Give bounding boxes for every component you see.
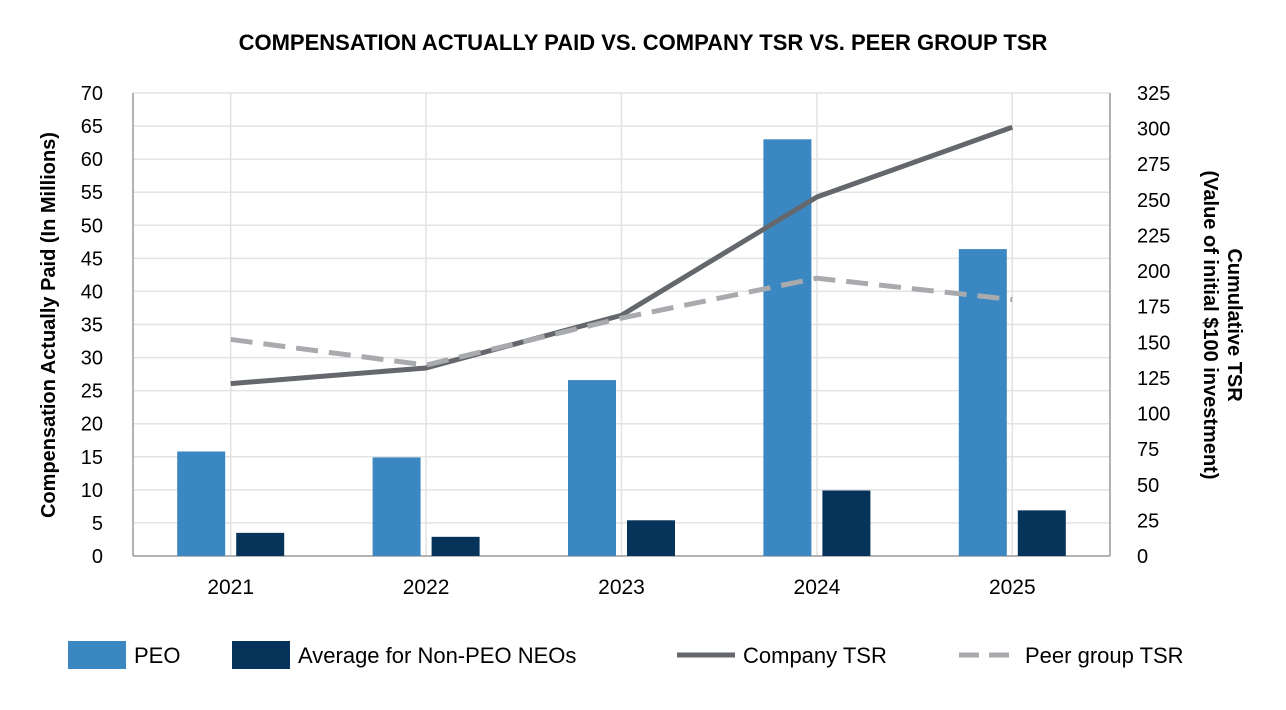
legend-label-non-peo-neos: Average for Non-PEO NEOs bbox=[298, 643, 576, 668]
right-tick-label: 250 bbox=[1137, 190, 1170, 212]
right-tick-label: 225 bbox=[1137, 225, 1170, 247]
bar-peo-2021 bbox=[177, 451, 226, 556]
x-tick-label: 2024 bbox=[794, 576, 841, 599]
legend-swatch-non-peo-neos bbox=[232, 641, 290, 669]
bar-peo-2024 bbox=[763, 139, 812, 557]
left-tick-label: 50 bbox=[81, 215, 103, 237]
right-axis-ticks: 0 25 50 75 100 125 150 175 200 225 250 275 300 325 bbox=[1137, 83, 1170, 568]
left-axis-ticks: 0 5 10 15 20 25 30 35 40 45 50 55 60 65 70 bbox=[81, 83, 103, 568]
chart-title: COMPENSATION ACTUALLY PAID VS. COMPANY T… bbox=[239, 30, 1048, 55]
right-tick-label: 25 bbox=[1137, 510, 1159, 532]
right-tick-label: 275 bbox=[1137, 154, 1170, 176]
x-tick-label: 2021 bbox=[207, 576, 254, 599]
left-tick-label: 20 bbox=[81, 414, 103, 436]
line-series bbox=[230, 124, 1014, 387]
gridlines bbox=[133, 92, 1110, 556]
left-tick-label: 70 bbox=[81, 83, 103, 105]
right-tick-label: 175 bbox=[1137, 297, 1170, 319]
right-tick-label: 325 bbox=[1137, 83, 1170, 105]
x-axis-ticks: 2021 2022 2023 2024 2025 bbox=[207, 576, 1035, 599]
right-tick-label: 100 bbox=[1137, 404, 1170, 426]
bar-peo-2022 bbox=[372, 457, 421, 556]
left-tick-label: 60 bbox=[81, 149, 103, 171]
legend-label-peo: PEO bbox=[134, 643, 180, 668]
left-tick-label: 45 bbox=[81, 248, 103, 270]
right-tick-label: 0 bbox=[1137, 546, 1148, 568]
right-tick-label: 75 bbox=[1137, 439, 1159, 461]
right-tick-label: 150 bbox=[1137, 332, 1170, 354]
left-tick-label: 15 bbox=[81, 447, 103, 469]
left-tick-label: 30 bbox=[81, 348, 103, 370]
right-tick-label: 300 bbox=[1137, 119, 1170, 141]
legend-swatch-peo bbox=[68, 641, 126, 669]
y2-axis-label-line2: (Value of initial $100 investment) bbox=[1199, 171, 1221, 480]
left-tick-label: 25 bbox=[81, 381, 103, 403]
y2-axis-label-line1: Cumulative TSR bbox=[1223, 248, 1245, 402]
right-tick-label: 200 bbox=[1137, 261, 1170, 283]
x-tick-label: 2023 bbox=[598, 576, 645, 599]
bar-non-peo-neos-2021 bbox=[236, 532, 285, 556]
peer-group-tsr-line bbox=[230, 275, 1013, 368]
plot-frame bbox=[132, 93, 1111, 557]
left-tick-label: 10 bbox=[81, 480, 103, 502]
left-tick-label: 5 bbox=[92, 513, 103, 535]
legend-label-peer-group-tsr: Peer group TSR bbox=[1025, 643, 1184, 668]
legend: PEO Average for Non-PEO NEOs Company TSR Pe… bbox=[68, 641, 1184, 669]
right-tick-label: 125 bbox=[1137, 368, 1170, 390]
y-axis-label: Compensation Actually Paid (In Millions) bbox=[38, 132, 60, 518]
left-tick-label: 55 bbox=[81, 182, 103, 204]
left-tick-label: 40 bbox=[81, 281, 103, 303]
x-tick-label: 2022 bbox=[403, 576, 450, 599]
legend-label-company-tsr: Company TSR bbox=[743, 643, 887, 668]
left-tick-label: 0 bbox=[92, 546, 103, 568]
bar-non-peo-neos-2023 bbox=[627, 520, 675, 556]
bar-non-peo-neos-2024 bbox=[822, 490, 871, 556]
right-tick-label: 50 bbox=[1137, 475, 1159, 497]
bar-non-peo-neos-2025 bbox=[1017, 510, 1066, 556]
bar-peo-2023 bbox=[568, 380, 616, 556]
company-tsr-line bbox=[230, 124, 1014, 387]
bar-non-peo-neos-2022 bbox=[431, 536, 480, 556]
left-tick-label: 65 bbox=[81, 116, 103, 138]
left-tick-label: 35 bbox=[81, 315, 103, 337]
bar-series bbox=[177, 139, 1066, 557]
x-tick-label: 2025 bbox=[989, 576, 1036, 599]
